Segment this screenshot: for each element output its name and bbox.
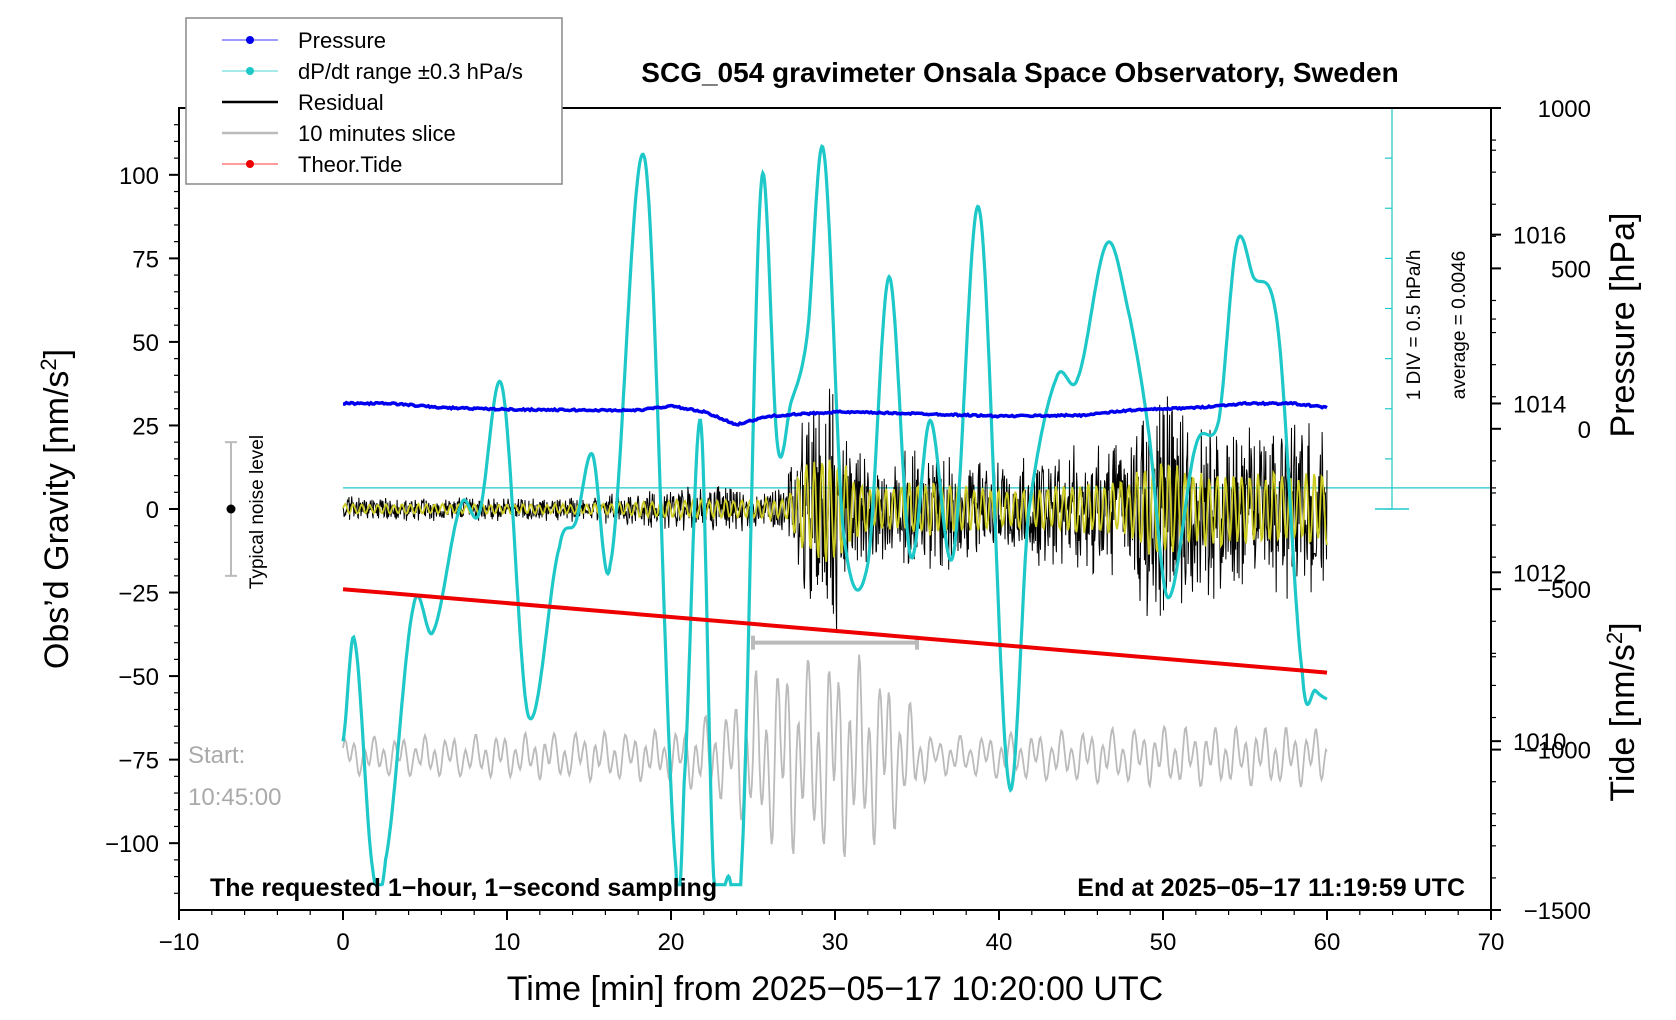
x-tick-label: 10	[494, 929, 521, 956]
tide-series-line	[342, 587, 1328, 675]
tide-axis-title: Tide [nm/s2]	[1602, 622, 1642, 801]
start-time: 10:45:00	[188, 784, 281, 811]
slice-series-line	[342, 654, 1328, 857]
x-tick-label: 50	[1150, 929, 1177, 956]
average-label: average = 0.0046	[1449, 251, 1470, 399]
left-axis-title: Obs’d Gravity [nm/s2]	[36, 349, 76, 669]
pressure-axis-title: Pressure [hPa]	[1604, 213, 1642, 438]
plot-area	[225, 107, 1491, 887]
tide-axis-title-end: ]	[1604, 622, 1642, 631]
left-tick-label: 75	[132, 246, 159, 273]
left-tick-label: 25	[132, 413, 159, 440]
x-tick-label: 30	[822, 929, 849, 956]
legend-tide-dot	[246, 160, 254, 168]
end-note: End at 2025−05−17 11:19:59 UTC	[1077, 874, 1465, 902]
tide-tick-label: 0	[1578, 417, 1591, 444]
x-tick-label: 70	[1478, 929, 1505, 956]
left-tick-label: −75	[118, 748, 159, 775]
dpdt-series-line	[341, 143, 1328, 887]
tide-tick-label: 500	[1551, 256, 1591, 283]
legend-tide-label: Theor.Tide	[298, 152, 402, 177]
left-tick-label: 100	[119, 163, 159, 190]
noise-label: Typical noise level	[247, 435, 268, 589]
x-tick-label: 20	[658, 929, 685, 956]
pressure-tick-label: 1016	[1513, 223, 1566, 250]
pressure-series-line	[342, 400, 1328, 427]
left-tick-label: −50	[118, 664, 159, 691]
tide-tick-label: −1500	[1524, 898, 1591, 925]
tide-tick-label: 1000	[1538, 96, 1591, 123]
legend-pressure-dot	[246, 36, 254, 44]
left-axis-title-sup: 2	[36, 358, 61, 370]
left-tick-label: 0	[146, 497, 159, 524]
pressure-tick-label: 1014	[1513, 391, 1566, 418]
legend-dpdt-label: dP/dt range ±0.3 hPa/s	[298, 59, 523, 84]
x-tick-label: −10	[159, 929, 200, 956]
legend-slice-label: 10 minutes slice	[298, 121, 456, 146]
axes: −10 0 10 20 30 40 50 60 701007550250−25−50−75−10…	[105, 96, 1591, 956]
legend: Pressure dP/dt range ±0.3 hPa/s Residual…	[185, 17, 563, 185]
legend-dpdt-dot	[246, 67, 254, 75]
residual-filtered-line	[342, 459, 1328, 562]
tide-tick-label: −500	[1537, 577, 1591, 604]
start-label: Start:	[188, 742, 245, 769]
x-tick-label: 40	[986, 929, 1013, 956]
left-axis-title-end: ]	[38, 349, 76, 358]
legend-residual-label: Residual	[298, 90, 384, 115]
left-axis-title-main: Obs’d Gravity [nm/s	[38, 371, 76, 670]
sampling-note: The requested 1−hour, 1−second sampling	[210, 874, 717, 902]
div-label: 1 DIV = 0.5 hPa/h	[1404, 250, 1425, 401]
tide-tick-label: −1000	[1524, 738, 1591, 765]
noise-level-dot	[226, 504, 236, 514]
chart-title: SCG_054 gravimeter Onsala Space Observat…	[641, 57, 1398, 88]
left-tick-label: 50	[132, 330, 159, 357]
tide-axis-title-main: Tide [nm/s	[1604, 644, 1642, 801]
x-axis-title: Time [min] from 2025−05−17 10:20:00 UTC	[507, 970, 1163, 1008]
x-tick-label: 0	[336, 929, 349, 956]
left-tick-label: −25	[118, 581, 159, 608]
legend-pressure-label: Pressure	[298, 28, 386, 53]
left-tick-label: −100	[105, 831, 159, 858]
x-tick-label: 60	[1314, 929, 1341, 956]
tide-axis-title-sup: 2	[1602, 632, 1627, 644]
pressure-tick-label: 1012	[1513, 560, 1566, 587]
pressure-tick-label: 1010	[1513, 729, 1566, 756]
